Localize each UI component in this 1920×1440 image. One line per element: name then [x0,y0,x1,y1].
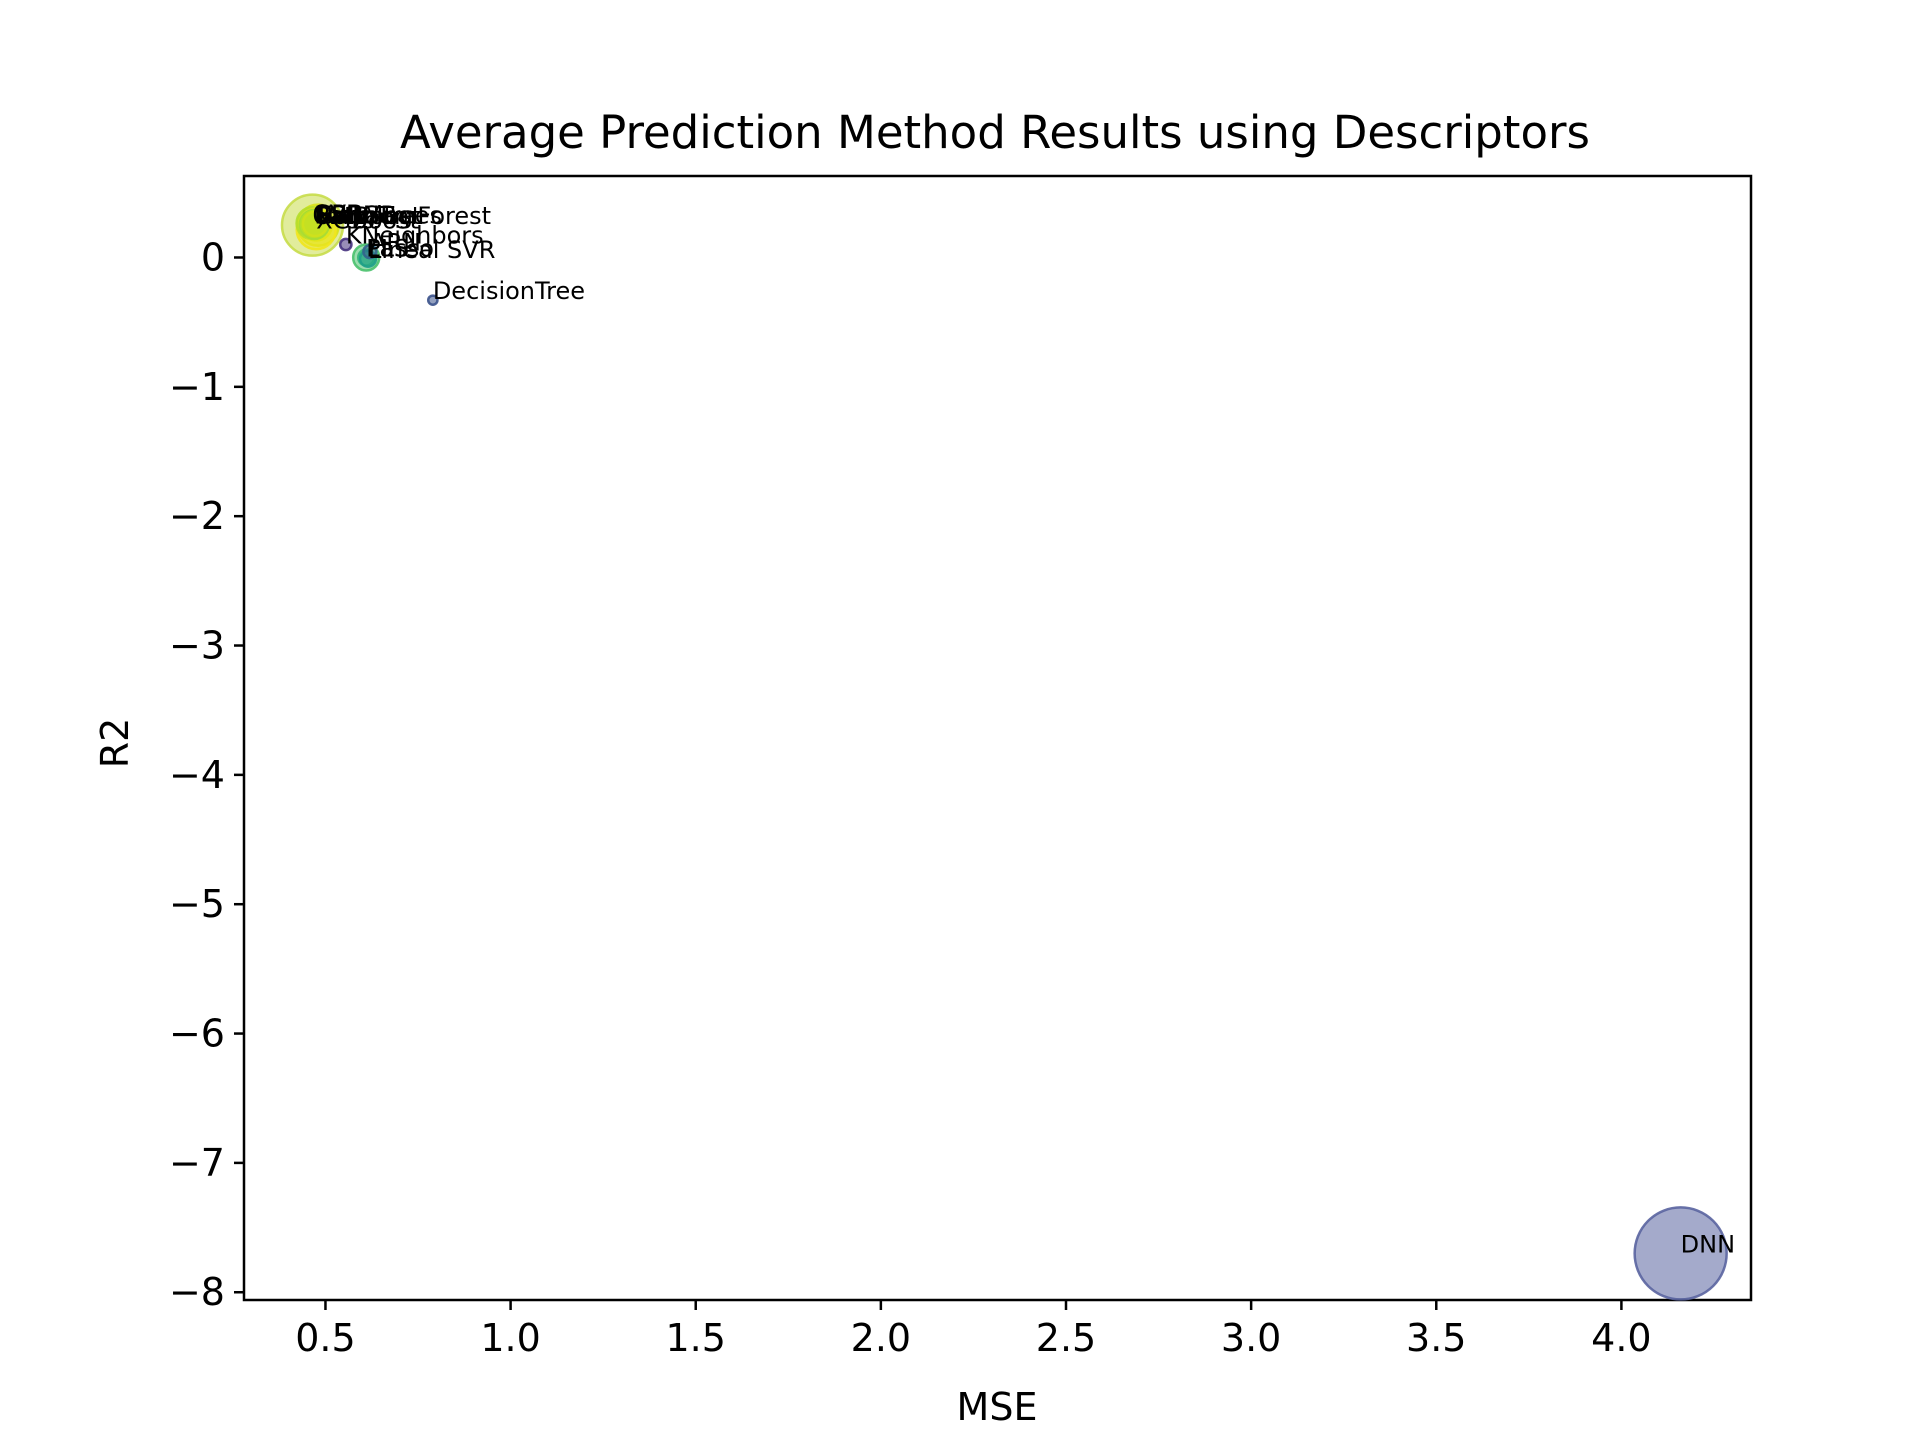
data-point [1633,1206,1728,1301]
point-label: HistGB [315,201,397,229]
data-point [362,243,378,260]
x-tick-label: 1.0 [480,1316,540,1360]
point-label: PLS [366,234,409,262]
y-tick-label: −8 [169,1270,225,1314]
data-points [280,193,1728,1301]
point-label: RandomForest [318,202,491,230]
data-point [426,294,439,307]
y-tick-label: 0 [201,235,225,279]
y-tick-label: −1 [169,365,225,409]
x-axis-ticks: 0.5 1.0 1.5 2.0 2.5 3.0 3.5 4.0 [295,1300,1652,1360]
point-label: KNeighbors [346,222,484,250]
chart-title: Average Prediction Method Results using … [400,106,1590,159]
x-axis-label: MSE [957,1385,1038,1429]
point-label: CatBoost [313,202,422,230]
y-tick-label: −5 [169,882,225,926]
point-label: Bagging [314,202,413,230]
y-axis-ticks: 0 −1 −2 −3 −4 −5 −6 −7 −8 [169,235,244,1314]
point-label: XGBoost [316,207,419,235]
point-label: Lineal SVR [368,236,495,264]
y-tick-label: −4 [169,753,225,797]
point-label: ExtraTrees [316,202,442,230]
y-tick-label: −3 [169,624,225,668]
point-label: DNN [1681,1230,1735,1258]
x-tick-label: 3.0 [1221,1316,1281,1360]
data-point [301,210,329,238]
x-tick-label: 4.0 [1591,1316,1651,1360]
y-tick-label: −7 [169,1141,225,1185]
y-tick-label: −2 [169,494,225,538]
point-label: GBR [313,200,365,228]
point-label: LGBM [314,201,383,229]
x-tick-label: 0.5 [295,1316,355,1360]
data-point [338,237,353,252]
y-tick-label: −6 [169,1012,225,1056]
point-label: DecisionTree [433,277,585,305]
point-label: SVR [314,200,362,228]
x-tick-label: 1.5 [666,1316,726,1360]
point-labels: CatBoostGBRSVRBaggingLGBMHistGBExtraTree… [313,200,1736,1258]
point-label: ARN [370,229,421,257]
plot-frame [242,174,1753,1302]
x-tick-label: 2.5 [1036,1316,1096,1360]
x-tick-label: 3.5 [1406,1316,1466,1360]
x-tick-label: 2.0 [851,1316,911,1360]
y-axis-label: R2 [93,718,137,769]
point-label: Lasso [366,234,434,262]
